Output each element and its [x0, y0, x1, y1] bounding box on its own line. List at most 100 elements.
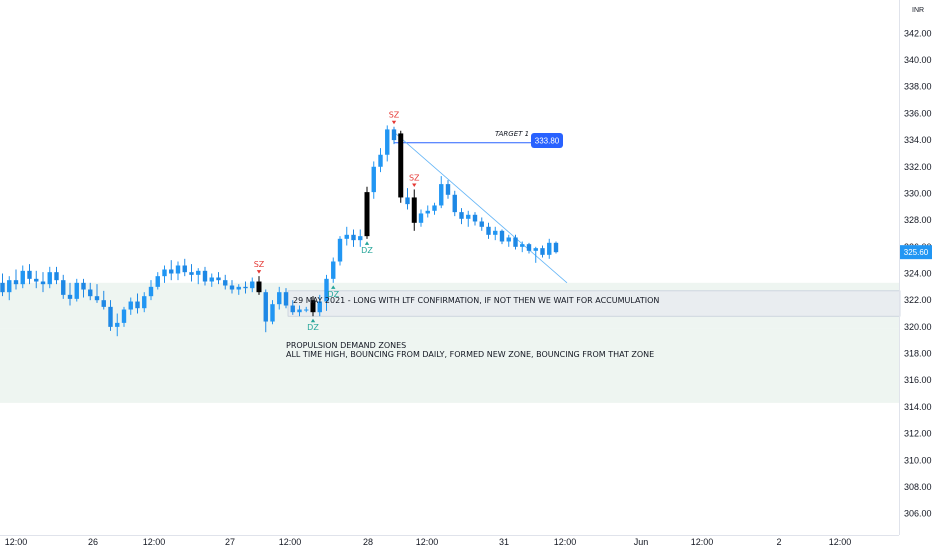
current-price-value: 325.60: [904, 248, 929, 257]
accumulation-box: [287, 290, 901, 317]
candle-body: [61, 280, 66, 295]
candle-body: [411, 197, 417, 223]
candle-body: [216, 277, 221, 281]
trend-line: [393, 131, 568, 284]
time-tick-label: 12:00: [416, 537, 439, 547]
candle-body: [263, 292, 268, 322]
dz-arrow-icon: [364, 241, 370, 245]
candle-body: [135, 301, 140, 309]
candle-body: [47, 272, 52, 285]
price-tick-label: 320.00: [904, 322, 932, 332]
candle-body: [547, 242, 552, 255]
candle-body: [182, 265, 187, 273]
price-tick-label: 332.00: [904, 162, 932, 172]
candle-body: [385, 129, 390, 155]
dz-marker-label: DZ: [361, 246, 373, 255]
sz-marker-label: SZ: [254, 260, 265, 269]
candle-body: [169, 269, 174, 274]
sz-arrow-icon: [256, 270, 262, 274]
candle-body: [128, 301, 133, 310]
candle-body: [27, 270, 32, 279]
demand-zone-2: [0, 328, 900, 403]
candle-body: [540, 248, 545, 255]
time-tick-label: 27: [225, 537, 235, 547]
candle-body: [236, 286, 241, 290]
price-tick-label: 334.00: [904, 135, 932, 145]
time-tick-label: 26: [88, 537, 98, 547]
candle-body: [445, 184, 451, 195]
candle-body: [452, 194, 457, 213]
candle-body: [270, 304, 275, 322]
candle-body: [7, 280, 12, 293]
candle-body: [520, 244, 525, 247]
candle-body: [115, 322, 120, 327]
candle-body: [304, 309, 309, 311]
candle-body: [108, 306, 113, 327]
candle-body: [81, 282, 86, 290]
price-tick-label: 322.00: [904, 295, 932, 305]
current-price-badge: 325.60: [900, 245, 932, 260]
candle-body: [290, 305, 295, 313]
sz-arrow-icon: [412, 183, 417, 187]
price-tick-label: 336.00: [904, 108, 932, 118]
price-tick-label: 316.00: [904, 375, 932, 385]
target-price-value: 333.80: [535, 137, 560, 146]
price-tick-label: 328.00: [904, 215, 932, 225]
candle-body: [493, 230, 498, 235]
candle-body: [425, 210, 430, 214]
zone-title: PROPULSION DEMAND ZONES: [286, 341, 406, 350]
candle-body: [499, 230, 505, 242]
candle-body: [34, 278, 39, 282]
candle-body: [526, 244, 532, 251]
time-axis[interactable]: 12:00 26 12:00 27 12:00 28 12:00 31 12:00 Jun 12:0…: [5, 537, 852, 547]
dz-arrow-icon: [310, 318, 316, 323]
price-tick-label: 310.00: [904, 455, 932, 465]
candle-body: [209, 277, 214, 282]
target-label: TARGET 1: [495, 130, 529, 138]
candle-body: [358, 236, 363, 241]
candle-body: [371, 166, 376, 193]
target-price-badge: 333.80: [531, 133, 563, 148]
candle-body: [196, 270, 201, 275]
demand-zones-layer: [0, 282, 901, 403]
time-tick-label: 12:00: [143, 537, 166, 547]
time-tick-label: 2: [776, 537, 781, 547]
candle-body: [121, 309, 127, 323]
candle-body: [486, 226, 491, 235]
candle-body: [94, 296, 100, 301]
candle-body: [175, 265, 181, 274]
candle-body: [243, 286, 248, 289]
candle-body: [331, 261, 336, 279]
price-tick-label: 324.00: [904, 269, 932, 279]
candle-body: [337, 238, 343, 262]
candle-body: [364, 192, 370, 237]
time-tick-label: 12:00: [279, 537, 302, 547]
candle-body: [67, 294, 73, 299]
candle-body: [40, 281, 46, 285]
candle-body: [20, 270, 25, 285]
candle-body: [324, 278, 329, 302]
candle-body: [432, 205, 437, 211]
price-tick-label: 306.00: [904, 509, 932, 519]
time-tick-label: 12:00: [554, 537, 577, 547]
sz-marker-label: SZ: [409, 173, 420, 182]
candle-body: [101, 300, 106, 307]
zone-markers-layer: SZ DZ DZ DZ SZ SZ: [254, 111, 420, 332]
price-tick-label: 314.00: [904, 402, 932, 412]
candle-body: [513, 237, 518, 247]
currency-label: INR: [912, 7, 924, 14]
candle-body: [74, 282, 79, 299]
candles-layer: [0, 125, 559, 337]
time-tick-label: 12:00: [5, 537, 28, 547]
candle-body: [223, 280, 228, 286]
candle-body: [506, 237, 511, 242]
price-axis[interactable]: 306.00 308.00 310.00 312.00 314.00 316.00 318.…: [904, 28, 932, 518]
candle-body: [553, 242, 559, 253]
sz-arrow-icon: [391, 120, 397, 125]
candle-body: [439, 184, 444, 206]
candle-body: [472, 214, 478, 222]
candle-body: [148, 286, 154, 297]
candle-body: [391, 129, 397, 141]
candle-body: [142, 296, 147, 309]
